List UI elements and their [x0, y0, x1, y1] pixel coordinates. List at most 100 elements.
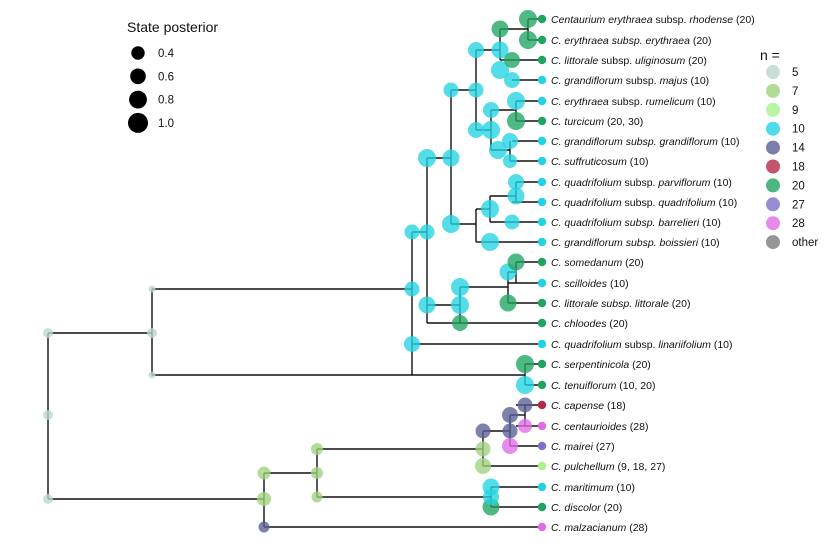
color-legend-swatch — [766, 178, 780, 193]
node-state-marker — [489, 141, 507, 159]
tip-label: C. chloodes (20) — [551, 318, 628, 330]
tip-state-dot — [537, 461, 547, 471]
node-state-marker — [504, 72, 520, 88]
tip-state-dot — [537, 35, 547, 45]
tip-state-dot — [537, 380, 547, 390]
color-legend-label: 10 — [792, 124, 805, 136]
tip-state-dot — [537, 482, 547, 492]
tip: C. maritimum (10) — [537, 482, 635, 494]
tip: C. serpentinicola (20) — [537, 359, 651, 371]
size-legend-title: State posterior — [127, 19, 218, 35]
node-state-marker — [468, 122, 484, 138]
node-state-marker — [418, 149, 436, 167]
tip: Centaurium erythraea subsp. rhodense (20… — [537, 14, 755, 26]
node-state-marker — [451, 278, 469, 296]
node-state-marker — [451, 296, 469, 314]
tip: C. discolor (20) — [537, 502, 622, 514]
tip: C. quadrifolium subsp. quadrifolium (10) — [537, 197, 737, 209]
node-state-marker — [518, 419, 532, 433]
color-legend-label: 14 — [792, 143, 805, 155]
node-state-marker — [311, 443, 323, 455]
tip-label: C. suffruticosum (10) — [551, 156, 648, 168]
tip-label: C. grandiflorum subsp. boissieri (10) — [551, 237, 720, 249]
tip-label: C. tenuiflorum (10, 20) — [551, 380, 655, 392]
tip: C. grandiflorum subsp. boissieri (10) — [537, 237, 720, 249]
node-state-marker — [404, 224, 420, 240]
tip-label: C. somedanum (20) — [551, 257, 644, 269]
tip-label: C. quadrifolium subsp. barrelieri (10) — [551, 217, 721, 229]
color-legend-label: 27 — [792, 199, 805, 211]
node-state-marker — [147, 328, 157, 338]
tip-state-dot — [537, 257, 547, 267]
node-state-marker — [517, 397, 533, 413]
color-legend-swatch — [766, 197, 780, 212]
tip-label: C. centaurioides (28) — [551, 421, 648, 433]
tip-label: C. quadrifolium subsp. parviflorum (10) — [551, 177, 732, 189]
tip-state-dot — [537, 502, 547, 512]
tip: C. suffruticosum (10) — [537, 156, 648, 168]
node-state-marker — [475, 441, 491, 457]
tip-label: C. maritimum (10) — [551, 482, 635, 494]
size-legend-swatch — [131, 46, 145, 60]
node-state-marker — [148, 371, 156, 379]
tree-branches — [47, 18, 542, 528]
tip-label: C. grandiflorum subsp. majus (10) — [551, 75, 709, 87]
size-legend-swatch — [130, 68, 146, 85]
tip: C. malzacianum (28) — [537, 522, 648, 534]
node-state-marker — [504, 52, 520, 68]
ancestral-state-markers — [43, 10, 537, 533]
node-state-marker — [507, 187, 525, 205]
tip-state-dot — [537, 522, 547, 532]
tip: C. quadrifolium subsp. linariifolium (10… — [537, 339, 733, 351]
node-state-marker — [442, 215, 460, 233]
node-state-marker — [507, 253, 525, 271]
node-state-marker — [516, 376, 534, 394]
tip-label: C. discolor (20) — [551, 502, 622, 514]
size-legend-label: 1.0 — [158, 118, 174, 130]
node-state-marker — [43, 328, 53, 338]
color-legend-label: 28 — [792, 218, 805, 230]
color-legend-label: 18 — [792, 162, 805, 174]
tip-state-dot — [537, 359, 547, 369]
node-state-marker — [468, 42, 484, 58]
node-state-marker — [483, 102, 499, 118]
tip-state-dot — [537, 116, 547, 126]
tip-state-dot — [537, 96, 547, 106]
node-state-marker — [482, 121, 500, 139]
node-state-marker — [257, 492, 271, 506]
color-legend-label: 9 — [792, 105, 798, 117]
node-state-marker — [311, 491, 323, 503]
color-legend-swatch — [766, 216, 780, 231]
node-state-marker — [503, 154, 517, 168]
tip-label: C. mairei (27) — [551, 441, 615, 453]
node-state-marker — [452, 315, 468, 331]
node-state-marker — [404, 281, 420, 297]
color-legend-swatch — [766, 235, 780, 250]
size-legend: State posterior 0.4 0.6 0.8 1.0 — [127, 19, 218, 133]
tip: C. somedanum (20) — [537, 257, 644, 269]
tip-state-dot — [537, 136, 547, 146]
node-state-marker — [148, 285, 156, 293]
node-state-marker — [502, 133, 518, 149]
color-legend-label: 7 — [792, 86, 798, 98]
size-legend-swatch — [129, 90, 147, 109]
tip: C. quadrifolium subsp. barrelieri (10) — [537, 217, 721, 229]
tip: C. erythraea subsp. rumelicum (10) — [537, 96, 716, 108]
node-state-marker — [519, 31, 537, 49]
tip-state-dot — [537, 14, 547, 24]
tip: C. chloodes (20) — [537, 318, 628, 330]
tip-state-dot — [537, 197, 547, 207]
tip-state-dot — [537, 75, 547, 85]
color-legend-swatch — [766, 140, 780, 155]
tip: C. scilloides (10) — [537, 278, 629, 290]
node-state-marker — [483, 489, 499, 505]
node-state-marker — [43, 410, 53, 420]
tip: C. turcicum (20, 30) — [537, 116, 643, 128]
tip-state-dot — [537, 237, 547, 247]
tip: C. grandiflorum subsp. majus (10) — [537, 75, 709, 87]
node-state-marker — [519, 10, 537, 28]
color-legend-swatch — [766, 65, 780, 79]
tip-state-dot — [537, 339, 547, 349]
tip-state-dot — [537, 441, 547, 451]
